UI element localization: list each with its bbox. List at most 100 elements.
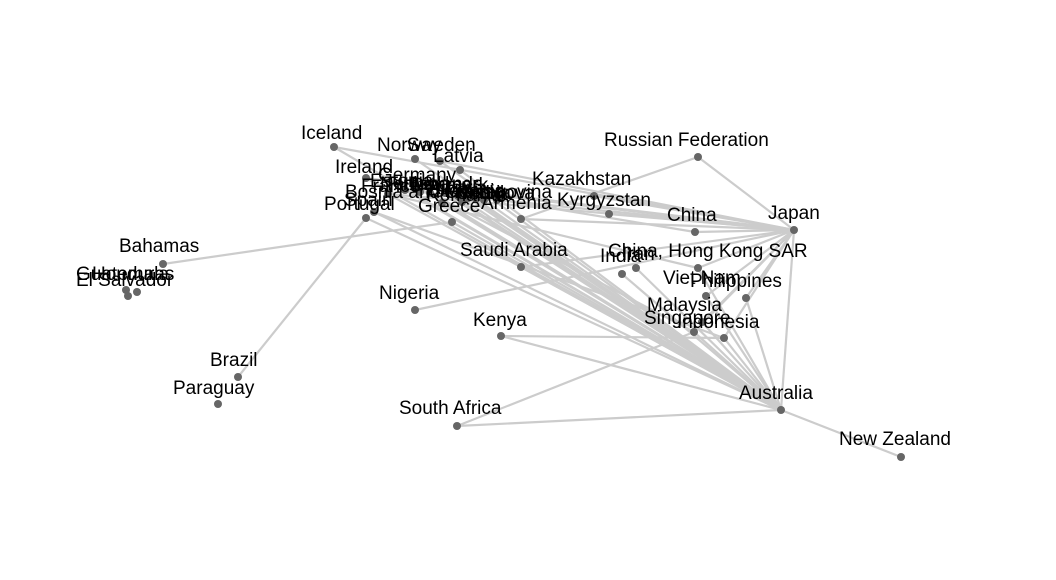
node-label-denmark: Denmark (411, 175, 489, 196)
node-norway (411, 155, 419, 163)
node-finland (416, 188, 424, 196)
node-paraguay (214, 400, 222, 408)
node-label-saudiarabia: Saudi Arabia (460, 240, 568, 261)
edge-philippines-australia (744, 297, 783, 411)
node-austria (454, 192, 462, 200)
edge-japan-indonesia (723, 229, 795, 339)
node-bahamas (159, 260, 167, 268)
node-estonia (401, 186, 409, 194)
node-label-germany: Germany (378, 165, 457, 186)
edge-greece-bahamas (162, 220, 453, 266)
node-label-france: France (361, 176, 420, 197)
node-kyrgyzstan (605, 210, 613, 218)
node-label-india: India (600, 246, 642, 267)
node-label-brazil: Brazil (210, 350, 258, 371)
edge-bosnia-australia (441, 202, 782, 411)
node-germany (412, 182, 420, 190)
node-hongkong (694, 264, 702, 272)
edge-russia-japan (697, 156, 795, 231)
node-croatia (472, 195, 480, 203)
edge-hongkong-australia (697, 267, 782, 411)
node-singapore (690, 328, 698, 336)
node-label-estonia: Estonia (370, 171, 434, 192)
edge-indonesia-kenya (500, 334, 725, 340)
node-label-croatia: Croatia (444, 182, 506, 203)
node-japan (790, 226, 798, 234)
node-label-iceland: Iceland (301, 123, 362, 144)
node-label-romania: Romania (426, 185, 502, 206)
node-label-honduras: Honduras (92, 264, 174, 285)
node-label-spain: Spain (344, 190, 393, 211)
node-layer (122, 143, 905, 461)
node-label-bahamas: Bahamas (119, 236, 199, 257)
node-label-moldova: Moldova (463, 183, 535, 204)
node-label-latvia: Latvia (433, 146, 484, 167)
node-vietnam (702, 292, 710, 300)
edge-japan-australia (779, 229, 796, 411)
edge-singapore-australia (693, 331, 782, 411)
node-label-paraguay: Paraguay (173, 378, 255, 399)
edge-indonesia-australia (723, 337, 782, 411)
node-saudiarabia (517, 263, 525, 271)
node-label-norway: Norway (377, 135, 442, 156)
edge-romania-australia (461, 201, 782, 411)
edge-singapore-southafrica (456, 330, 695, 428)
node-iceland (330, 143, 338, 151)
edge-spain-australia (373, 211, 782, 411)
edge-spain-indonesia (373, 210, 725, 340)
node-india (618, 270, 626, 278)
edge-japan-vietnam (705, 229, 795, 297)
node-label-australia: Australia (739, 383, 813, 404)
node-label-armenia: Armenia (481, 193, 552, 214)
node-label-malaysia: Malaysia (647, 295, 722, 316)
node-label-kazakhstan: Kazakhstan (532, 169, 631, 190)
edge-latvia-australia (459, 169, 782, 411)
node-nigeria (411, 306, 419, 314)
node-spain (370, 208, 378, 216)
node-label-austria: Austria (428, 178, 488, 199)
edge-iran-australia (635, 267, 782, 411)
node-china (691, 228, 699, 236)
node-newzealand (897, 453, 905, 461)
edge-france-hongkong (387, 192, 699, 270)
node-philippines (742, 294, 750, 302)
node-label-nigeria: Nigeria (379, 283, 440, 304)
node-label-slovenia: Slovenia (432, 181, 505, 202)
node-label-newzealand: New Zealand (839, 429, 951, 450)
edge-china-japan (694, 228, 795, 234)
edge-kazakhstan-japan (593, 194, 795, 232)
node-label-china: China (667, 205, 717, 226)
node-label-vietnam: Viet Nam (663, 268, 741, 289)
node-latvia (456, 166, 464, 174)
node-label-singapore: Singapore (644, 308, 731, 329)
node-label-sweden: Sweden (407, 135, 476, 156)
node-australia (777, 406, 785, 414)
edge-portugal-brazil (237, 217, 367, 378)
node-portugal (362, 214, 370, 222)
node-serbia (480, 196, 488, 204)
node-france (384, 190, 392, 198)
node-indonesia (720, 334, 728, 342)
edge-armenia-japan (520, 217, 795, 232)
node-armenia (517, 215, 525, 223)
node-romania (458, 198, 466, 206)
node-label-greece: Greece (418, 196, 480, 217)
node-kenya (497, 332, 505, 340)
edge-japan-nigeria (414, 228, 795, 312)
node-label-ireland: Ireland (335, 157, 393, 178)
edge-australia-newzealand (780, 408, 902, 459)
edge-kyrgyzstan-japan (608, 212, 795, 232)
node-label-finland: Finland (387, 174, 449, 195)
edge-sweden-japan (439, 159, 795, 232)
edge-layer (162, 145, 902, 459)
node-russia (694, 153, 702, 161)
edge-malaysia-australia (701, 321, 782, 411)
node-iran (632, 264, 640, 272)
node-ireland (362, 174, 370, 182)
node-label-netherlands: Netherlands (380, 174, 482, 195)
node-malaysia (698, 318, 706, 326)
node-label-indonesia: Indonesia (677, 312, 760, 333)
edge-japan-saudiarabia (520, 228, 795, 269)
node-label-serbia: Serbia (456, 183, 511, 204)
